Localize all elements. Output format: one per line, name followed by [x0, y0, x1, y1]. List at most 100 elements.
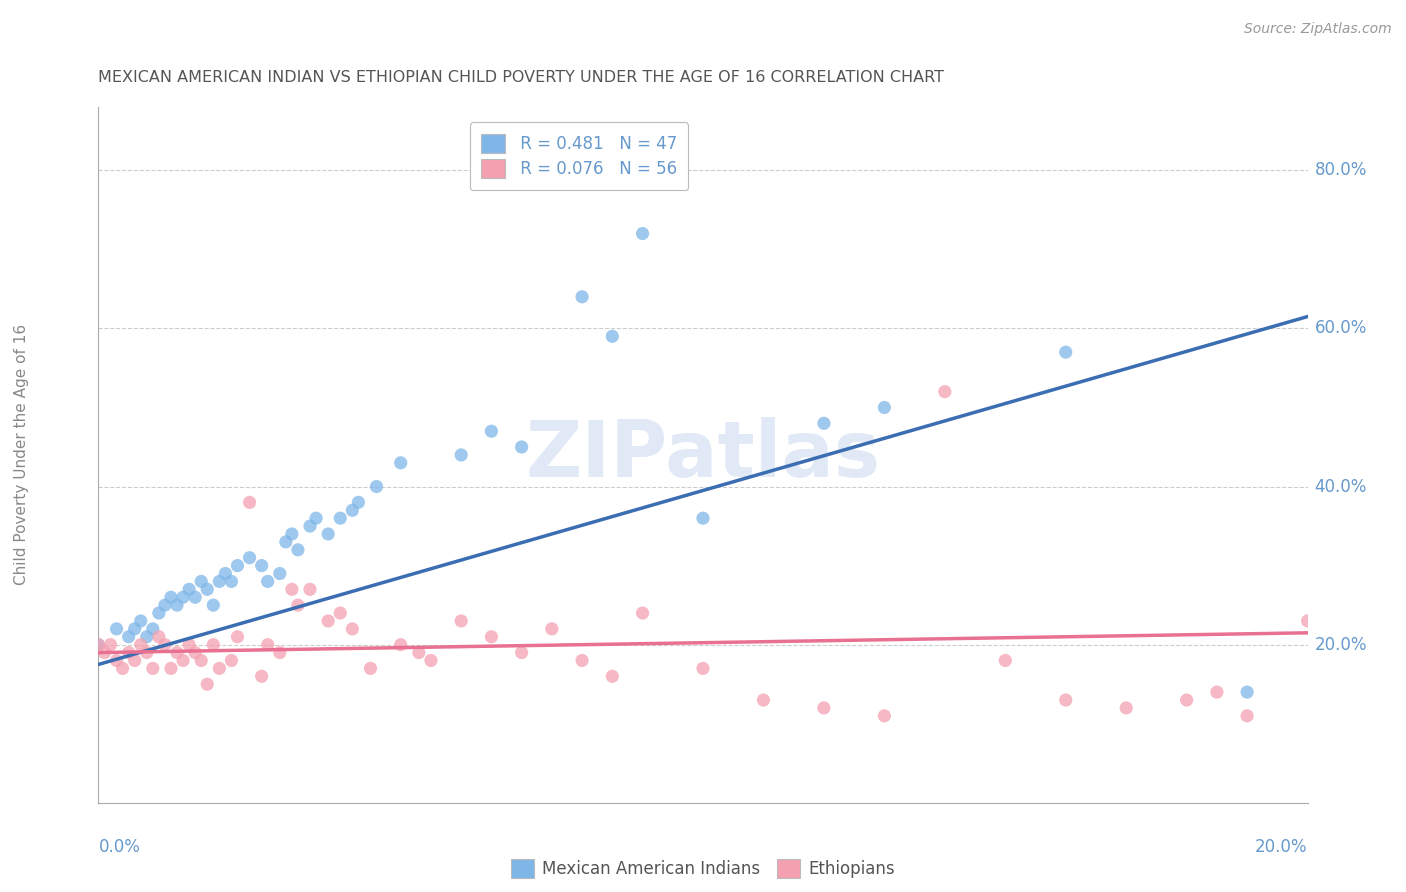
Text: MEXICAN AMERICAN INDIAN VS ETHIOPIAN CHILD POVERTY UNDER THE AGE OF 16 CORRELATI: MEXICAN AMERICAN INDIAN VS ETHIOPIAN CHI… [98, 70, 945, 85]
Point [540, 622, 562, 636]
Point [274, 534, 297, 549]
Point [87, 638, 110, 652]
Point [239, 495, 262, 509]
Point [208, 661, 231, 675]
Point [813, 417, 835, 431]
Point [934, 384, 956, 399]
Point [571, 653, 593, 667]
Point [602, 329, 624, 343]
Point [129, 614, 152, 628]
Point [481, 424, 503, 438]
Point [148, 630, 170, 644]
Point [214, 566, 236, 581]
Point [153, 598, 176, 612]
Point [226, 558, 249, 573]
Point [124, 622, 146, 636]
Point [195, 582, 218, 597]
Point [118, 646, 141, 660]
Text: Source: ZipAtlas.com: Source: ZipAtlas.com [1244, 22, 1392, 37]
Point [166, 598, 188, 612]
Point [256, 638, 278, 652]
Point [118, 630, 141, 644]
Text: 40.0%: 40.0% [1315, 477, 1367, 496]
Point [316, 527, 339, 541]
Point [342, 622, 364, 636]
Point [342, 503, 364, 517]
Text: 20.0%: 20.0% [1256, 838, 1308, 856]
Point [1236, 708, 1258, 723]
Point [305, 511, 328, 525]
Point [87, 638, 110, 652]
Point [111, 661, 134, 675]
Point [153, 638, 176, 652]
Point [481, 630, 503, 644]
Point [366, 479, 388, 493]
Point [105, 622, 128, 636]
Point [202, 598, 225, 612]
Point [408, 646, 430, 660]
Point [994, 653, 1017, 667]
Point [1054, 345, 1077, 359]
Point [269, 566, 291, 581]
Point [347, 495, 370, 509]
Point [1236, 685, 1258, 699]
Point [184, 591, 207, 605]
Point [316, 614, 339, 628]
Point [329, 511, 352, 525]
Point [287, 542, 309, 557]
Point [1296, 614, 1319, 628]
Point [124, 653, 146, 667]
Point [172, 591, 194, 605]
Point [226, 630, 249, 644]
Point [602, 669, 624, 683]
Point [360, 661, 382, 675]
Point [329, 606, 352, 620]
Point [752, 693, 775, 707]
Text: 60.0%: 60.0% [1315, 319, 1367, 337]
Point [250, 558, 273, 573]
Point [299, 582, 322, 597]
Point [1175, 693, 1198, 707]
Point [239, 550, 262, 565]
Point [160, 661, 183, 675]
Text: Child Poverty Under the Age of 16: Child Poverty Under the Age of 16 [14, 325, 28, 585]
Point [269, 646, 291, 660]
Point [631, 606, 654, 620]
Point [450, 614, 472, 628]
Point [129, 638, 152, 652]
Text: ZIPatlas: ZIPatlas [526, 417, 880, 493]
Point [450, 448, 472, 462]
Point [190, 653, 212, 667]
Point [281, 582, 304, 597]
Point [299, 519, 322, 533]
Point [184, 646, 207, 660]
Point [250, 669, 273, 683]
Point [256, 574, 278, 589]
Text: 80.0%: 80.0% [1315, 161, 1367, 179]
Point [105, 653, 128, 667]
Point [221, 653, 243, 667]
Text: 0.0%: 0.0% [98, 838, 141, 856]
Point [1115, 701, 1137, 715]
Point [160, 591, 183, 605]
Point [142, 661, 165, 675]
Point [389, 638, 412, 652]
Point [813, 701, 835, 715]
Point [177, 582, 201, 597]
Point [692, 661, 714, 675]
Point [135, 630, 157, 644]
Text: 20.0%: 20.0% [1315, 636, 1367, 654]
Point [510, 440, 533, 454]
Point [571, 290, 593, 304]
Point [166, 646, 188, 660]
Point [135, 646, 157, 660]
Point [873, 708, 896, 723]
Point [419, 653, 441, 667]
Point [100, 638, 122, 652]
Point [142, 622, 165, 636]
Point [692, 511, 714, 525]
Point [221, 574, 243, 589]
Point [195, 677, 218, 691]
Point [281, 527, 304, 541]
Point [172, 653, 194, 667]
